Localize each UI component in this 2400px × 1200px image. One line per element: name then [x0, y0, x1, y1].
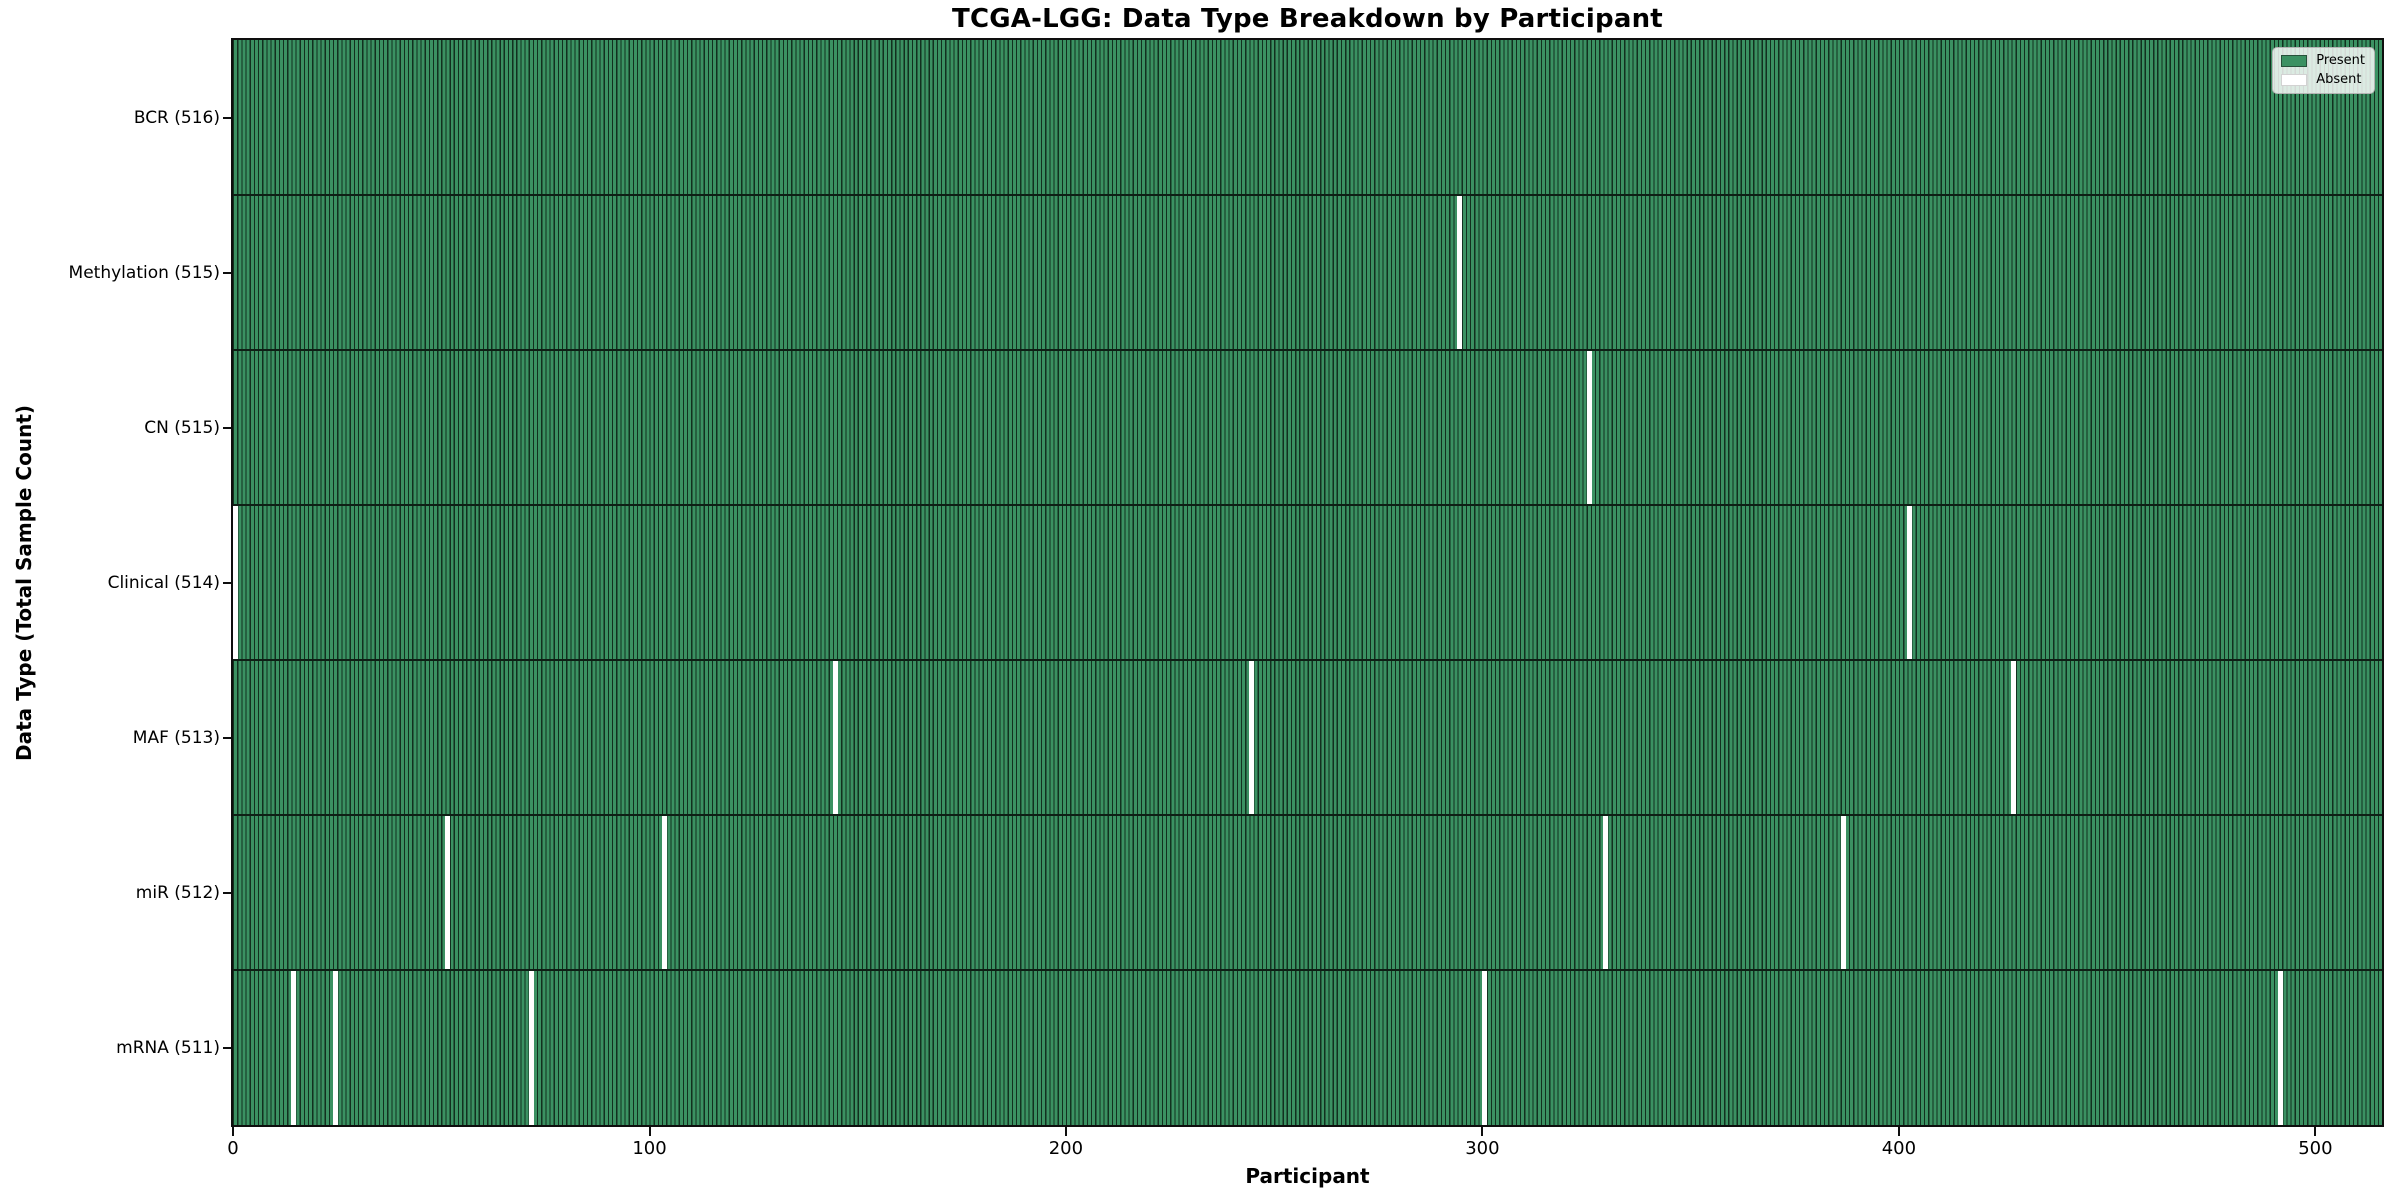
y-tick-mark — [223, 1046, 231, 1049]
plot-frame: Present Absent — [231, 38, 2384, 1127]
y-tick-mark — [223, 581, 231, 584]
absent-gap-mRNA-24 — [332, 970, 338, 1125]
absent-gap-Clinical-0 — [233, 505, 239, 660]
y-tick-label-MAF: MAF (513) — [132, 727, 220, 748]
legend-swatch-present-icon — [2281, 55, 2308, 67]
absent-gap-mRNA-491 — [2277, 970, 2283, 1125]
x-tick-mark — [232, 1127, 234, 1136]
y-tick-mark — [223, 736, 231, 739]
absent-gap-Clinical-402 — [1907, 505, 1913, 660]
legend-swatch-absent-icon — [2281, 74, 2308, 86]
x-axis-title: Participant — [1245, 1164, 1370, 1188]
legend-label-present: Present — [2316, 53, 2365, 68]
chart-title: TCGA-LGG: Data Type Breakdown by Partici… — [952, 4, 1663, 34]
absent-gap-miR-386 — [1840, 815, 1846, 970]
x-tick-mark — [1064, 1127, 1067, 1136]
legend: Present Absent — [2272, 47, 2375, 94]
plot-area — [233, 40, 2382, 1125]
x-tick-label-400: 400 — [1881, 1138, 1917, 1159]
row-separator — [233, 814, 2382, 816]
y-tick-label-Methylation: Methylation (515) — [68, 262, 220, 283]
y-tick-mark — [223, 891, 231, 894]
absent-gap-mRNA-14 — [291, 970, 297, 1125]
row-separator — [233, 504, 2382, 506]
absent-gap-MAF-144 — [832, 660, 838, 815]
y-tick-mark — [223, 426, 231, 429]
y-tick-label-Clinical: Clinical (514) — [107, 572, 220, 593]
x-tick-mark — [1897, 1127, 1900, 1136]
absent-gap-Methylation-294 — [1457, 195, 1463, 350]
x-tick-mark — [648, 1127, 651, 1136]
absent-gap-mRNA-300 — [1482, 970, 1488, 1125]
y-tick-mark — [223, 116, 231, 119]
legend-item-absent: Absent — [2281, 73, 2365, 87]
y-tick-label-BCR: BCR (516) — [133, 107, 220, 128]
x-tick-label-300: 300 — [1465, 1138, 1500, 1159]
row-separator — [233, 969, 2382, 971]
absent-gap-miR-103 — [661, 815, 668, 970]
y-tick-mark — [223, 271, 231, 274]
row-separator — [233, 194, 2382, 196]
row-separator — [233, 349, 2382, 351]
legend-item-present: Present — [2281, 54, 2365, 68]
x-tick-label-200: 200 — [1048, 1138, 1084, 1159]
y-tick-label-miR: miR (512) — [135, 882, 220, 903]
x-tick-label-500: 500 — [2298, 1138, 2333, 1159]
y-tick-label-CN: CN (515) — [144, 417, 220, 438]
absent-gap-miR-51 — [445, 815, 451, 970]
x-tick-mark — [2314, 1127, 2317, 1136]
legend-label-absent: Absent — [2316, 72, 2362, 87]
absent-gap-MAF-427 — [2011, 660, 2017, 815]
y-axis-title: Data Type (Total Sample Count) — [12, 404, 36, 762]
row-separator — [233, 659, 2382, 661]
x-tick-mark — [1481, 1127, 1484, 1136]
absent-gap-miR-329 — [1603, 815, 1609, 970]
absent-gap-MAF-244 — [1249, 660, 1255, 815]
y-tick-label-mRNA: mRNA (511) — [116, 1037, 220, 1058]
absent-gap-CN-325 — [1586, 350, 1592, 505]
absent-gap-mRNA-71 — [528, 970, 534, 1125]
x-tick-label-0: 0 — [227, 1138, 239, 1159]
x-tick-label-100: 100 — [632, 1138, 667, 1159]
